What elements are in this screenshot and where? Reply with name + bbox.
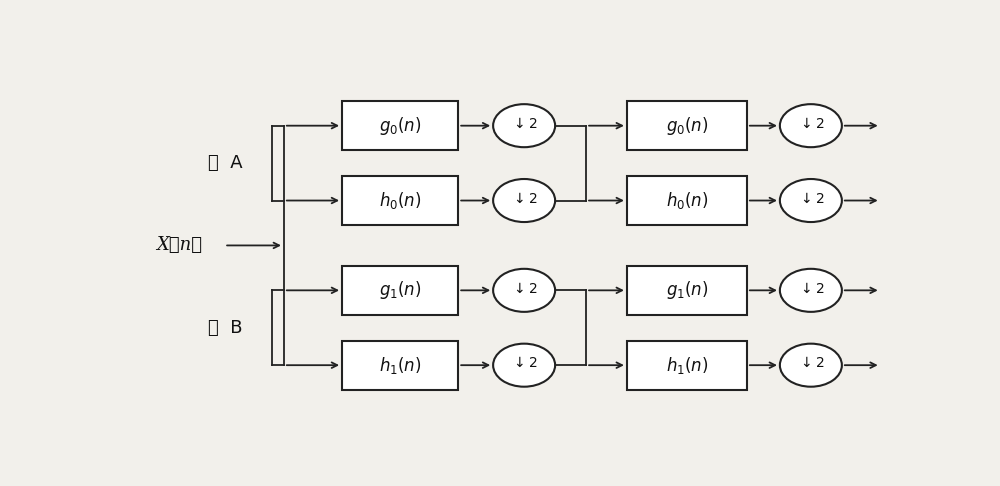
Text: 树  A: 树 A: [208, 154, 243, 172]
FancyBboxPatch shape: [627, 102, 747, 150]
Ellipse shape: [493, 104, 555, 147]
FancyBboxPatch shape: [342, 266, 458, 314]
Ellipse shape: [493, 179, 555, 222]
Ellipse shape: [493, 269, 555, 312]
Ellipse shape: [780, 179, 842, 222]
Text: $h_1(n)$: $h_1(n)$: [379, 355, 421, 376]
Text: $h_1(n)$: $h_1(n)$: [666, 355, 708, 376]
Ellipse shape: [780, 104, 842, 147]
Text: X（n）: X（n）: [156, 236, 202, 255]
Text: $g_1(n)$: $g_1(n)$: [379, 279, 421, 301]
FancyBboxPatch shape: [627, 176, 747, 225]
FancyBboxPatch shape: [342, 176, 458, 225]
Ellipse shape: [780, 269, 842, 312]
Text: $g_0(n)$: $g_0(n)$: [379, 115, 421, 137]
FancyBboxPatch shape: [627, 266, 747, 314]
Ellipse shape: [493, 344, 555, 387]
Text: $\downarrow$2: $\downarrow$2: [511, 117, 537, 131]
Text: $\downarrow$2: $\downarrow$2: [798, 191, 824, 206]
FancyBboxPatch shape: [342, 341, 458, 389]
Text: $\downarrow$2: $\downarrow$2: [511, 191, 537, 206]
Ellipse shape: [780, 344, 842, 387]
Text: $\downarrow$2: $\downarrow$2: [798, 356, 824, 370]
FancyBboxPatch shape: [342, 102, 458, 150]
Text: $\downarrow$2: $\downarrow$2: [511, 356, 537, 370]
Text: $\downarrow$2: $\downarrow$2: [511, 281, 537, 295]
Text: 树  B: 树 B: [208, 319, 243, 337]
Text: $\downarrow$2: $\downarrow$2: [798, 117, 824, 131]
Text: $\downarrow$2: $\downarrow$2: [798, 281, 824, 295]
FancyBboxPatch shape: [627, 341, 747, 389]
Text: $g_0(n)$: $g_0(n)$: [666, 115, 708, 137]
Text: $g_1(n)$: $g_1(n)$: [666, 279, 708, 301]
Text: $h_0(n)$: $h_0(n)$: [379, 190, 421, 211]
Text: $h_0(n)$: $h_0(n)$: [666, 190, 708, 211]
